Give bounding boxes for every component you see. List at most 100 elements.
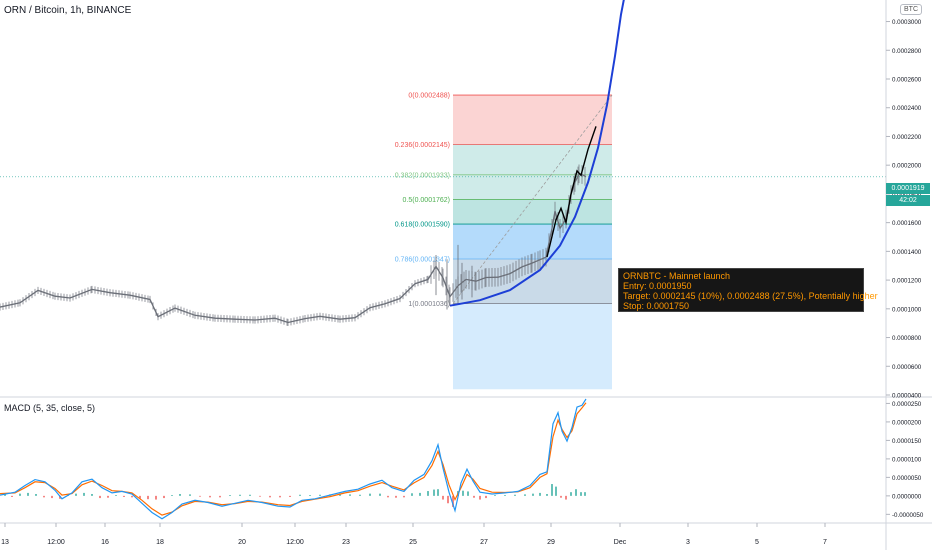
fib-band xyxy=(453,199,612,225)
price-tick-label: 0.0000600 xyxy=(892,364,922,371)
macd-histogram-bar xyxy=(395,495,397,498)
time-tick-label: 5 xyxy=(755,539,759,546)
macd-histogram-bar xyxy=(51,495,53,499)
macd-histogram-bar xyxy=(163,495,165,499)
macd-histogram-bar xyxy=(485,495,487,499)
macd-histogram-bar xyxy=(309,495,311,496)
trade-annotation[interactable]: ORNBTC - Mainnet launch Entry: 0.0001950… xyxy=(618,268,878,312)
macd-tick-label: -0.0000050 xyxy=(892,512,924,519)
macd-histogram-bar xyxy=(131,495,133,498)
macd-histogram-bar xyxy=(359,494,361,496)
macd-histogram-bar xyxy=(179,494,181,496)
macd-histogram-bar xyxy=(570,492,572,496)
time-tick-label: 3 xyxy=(686,539,690,546)
projection-box xyxy=(453,224,612,390)
macd-tick-label: 0.0000000 xyxy=(892,493,922,500)
macd-histogram-bar xyxy=(219,495,221,498)
macd-histogram-bar xyxy=(249,494,251,496)
price-tick-label: 0.0001400 xyxy=(892,249,922,256)
macd-histogram-bar xyxy=(269,495,271,498)
macd-tick-label: 0.0000250 xyxy=(892,401,922,408)
macd-histogram-bar xyxy=(379,493,381,496)
macd-histogram-bar xyxy=(279,495,281,498)
macd-histogram-bar xyxy=(43,495,45,498)
chart-title: ORN / Bitcoin, 1h, BINANCE xyxy=(4,5,132,16)
macd-histogram-bar xyxy=(584,492,586,496)
macd-histogram-bar xyxy=(387,495,389,498)
macd-histogram-bar xyxy=(433,489,435,496)
time-tick-label: 25 xyxy=(409,539,417,546)
macd-histogram-bar xyxy=(339,494,341,496)
price-tick-label: 0.0000800 xyxy=(892,335,922,342)
macd-histogram-bar xyxy=(99,495,101,499)
macd-histogram-bar xyxy=(123,495,125,497)
parabolic-curve xyxy=(449,0,625,307)
price-tick-label: 0.0000400 xyxy=(892,393,922,400)
fib-trend-line xyxy=(452,94,613,304)
macd-histogram-bar xyxy=(147,495,149,500)
countdown-tag: 42:02 xyxy=(886,195,930,206)
macd-histogram-bar xyxy=(565,495,567,500)
macd-histogram-bar xyxy=(462,490,464,496)
fib-level-label: 0.382(0.0001933) xyxy=(395,172,450,179)
price-tick-label: 0.0002400 xyxy=(892,105,922,112)
macd-histogram-bar xyxy=(494,495,496,496)
macd-histogram-bar xyxy=(199,495,201,497)
macd-histogram-bar xyxy=(11,495,13,497)
macd-histogram-bar xyxy=(546,494,548,496)
price-tick-label: 0.0002000 xyxy=(892,163,922,170)
macd-histogram-bar xyxy=(580,492,582,496)
macd-histogram-bar xyxy=(419,492,421,496)
macd-histogram-bar xyxy=(239,494,241,496)
macd-indicator-label[interactable]: MACD (5, 35, close, 5) xyxy=(4,403,96,413)
price-tick-label: 0.0002600 xyxy=(892,77,922,84)
fib-band xyxy=(453,258,612,304)
macd-tick-label: 0.0000150 xyxy=(892,438,922,445)
price-tick-label: 0.0001800 xyxy=(892,191,922,198)
time-tick-label: 29 xyxy=(547,539,555,546)
macd-histogram-bar xyxy=(532,493,534,496)
macd-histogram-bar xyxy=(575,489,577,496)
price-axis-background xyxy=(886,0,932,550)
macd-histogram-bar xyxy=(452,495,454,507)
macd-histogram-bar xyxy=(524,494,526,496)
macd-tick-label: 0.0000100 xyxy=(892,456,922,463)
price-tick-label: 0.0001200 xyxy=(892,278,922,285)
price-tick-label: 0.0001000 xyxy=(892,306,922,313)
macd-signal-line xyxy=(0,402,587,516)
macd-histogram-bar xyxy=(504,495,506,496)
macd-histogram-bar xyxy=(551,484,553,496)
macd-histogram-bar xyxy=(539,492,541,496)
macd-histogram-bar xyxy=(189,494,191,496)
macd-histogram-bar xyxy=(319,494,321,496)
time-tick-label: 16 xyxy=(101,539,109,546)
fib-level-label: 0.618(0.0001590) xyxy=(395,222,450,229)
annotation-line: ORNBTC - Mainnet launch xyxy=(623,271,731,281)
macd-histogram-bar xyxy=(209,495,211,498)
time-tick-label: 27 xyxy=(480,539,488,546)
time-tick-label: 12:00 xyxy=(47,539,65,546)
macd-histogram-bar xyxy=(91,494,93,496)
macd-histogram-bar xyxy=(349,494,351,496)
last-price-tag: 0.0001919 xyxy=(886,183,930,194)
fib-level-label: 0.786(0.0001347) xyxy=(395,256,450,263)
macd-histogram-bar xyxy=(514,494,516,496)
macd-histogram-bar xyxy=(229,495,231,496)
macd-histogram-bar xyxy=(115,495,117,496)
fib-level-label: 0.236(0.0002145) xyxy=(395,142,450,149)
target-path xyxy=(546,126,597,258)
macd-histogram-bar xyxy=(447,495,449,504)
macd-histogram-bar xyxy=(83,492,85,496)
macd-histogram-bar xyxy=(289,495,291,497)
price-line xyxy=(0,173,587,324)
annotation-line: Target: 0.0002145 (10%), 0.0002488 (27.5… xyxy=(623,291,878,301)
fib-level-label: 0.5(0.0001762) xyxy=(403,197,450,204)
macd-histogram-bar xyxy=(171,495,173,496)
fib-level-label: 1(0.0001036) xyxy=(408,301,450,308)
macd-histogram-bar xyxy=(75,493,77,496)
time-tick-label: Dec xyxy=(614,539,627,546)
time-tick-label: 18 xyxy=(156,539,164,546)
currency-badge[interactable]: BTC xyxy=(900,4,922,15)
macd-histogram-bar xyxy=(560,495,562,498)
